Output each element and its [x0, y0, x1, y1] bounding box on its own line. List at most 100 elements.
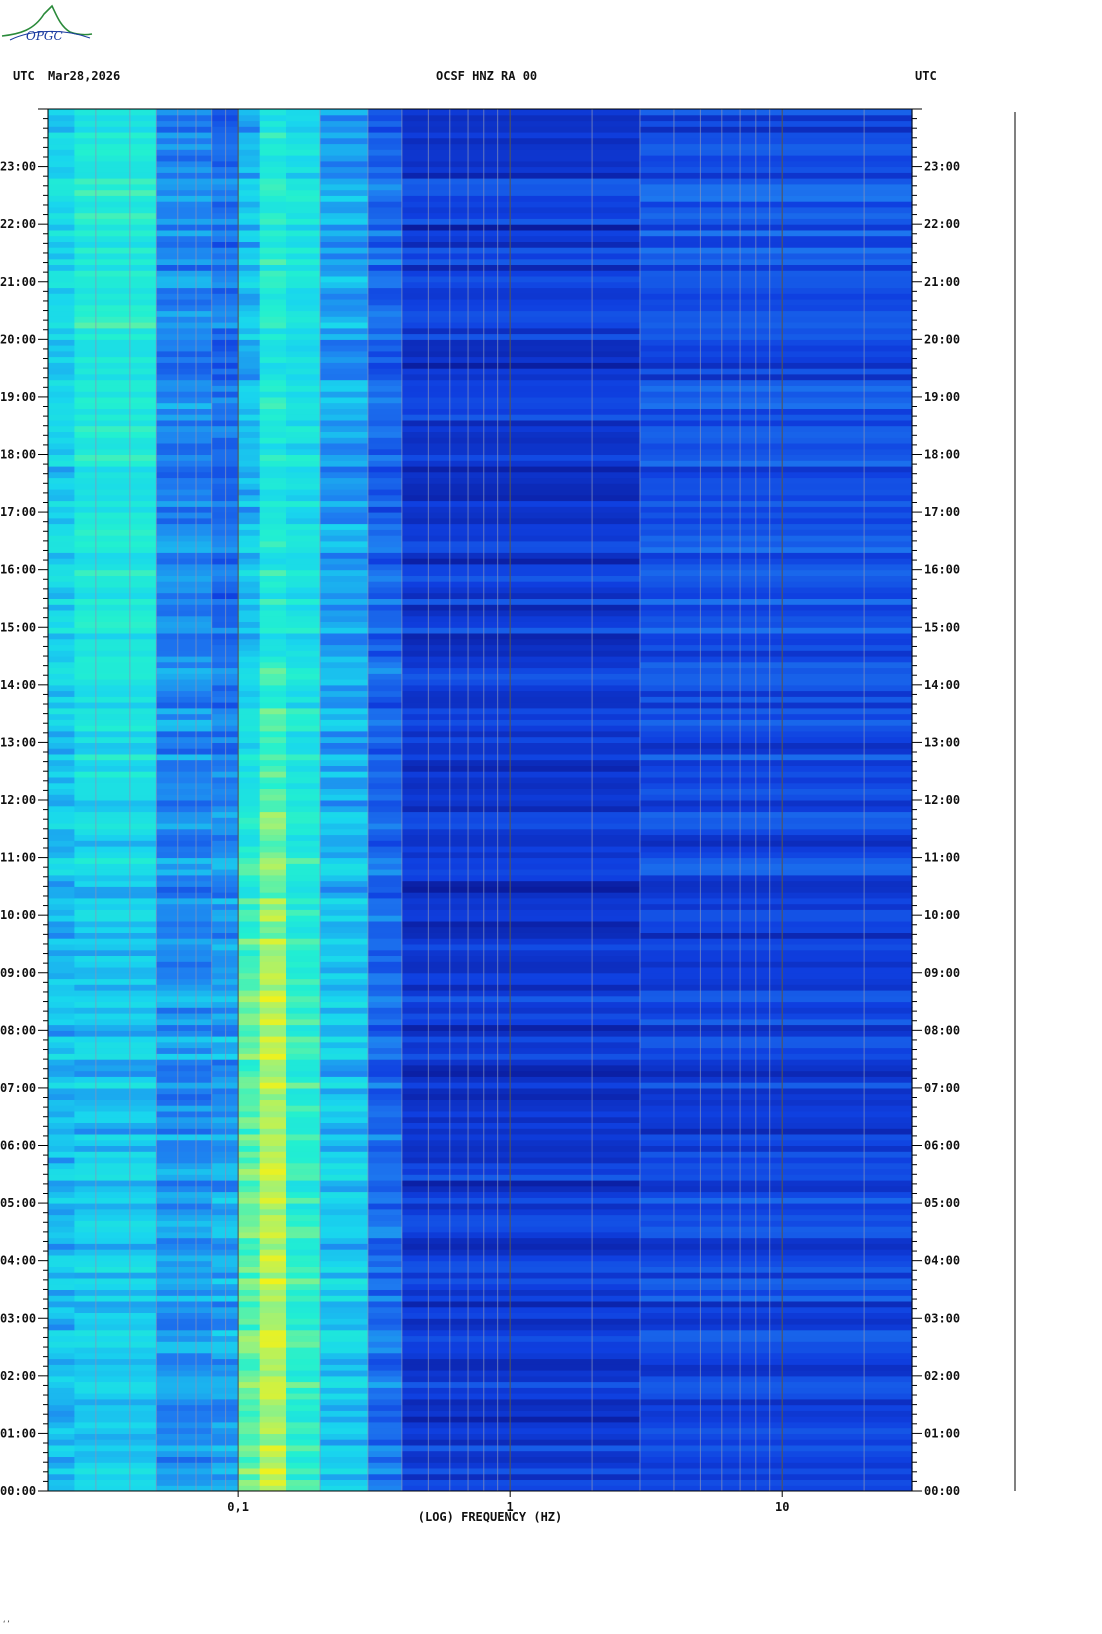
time-tick-label-right: 15:00 [924, 620, 960, 634]
spectrogram-cell [74, 1468, 157, 1475]
spectrogram-cell [367, 1283, 403, 1290]
spectrogram-cell [156, 650, 213, 657]
spectrogram-cell [640, 1352, 913, 1360]
spectrogram-cell [74, 1064, 157, 1072]
spectrogram-cell [367, 759, 403, 766]
spectrogram-cell [286, 995, 321, 1003]
spectrogram-cell [367, 1439, 403, 1446]
spectrogram-cell [367, 673, 403, 680]
spectrogram-cell [401, 247, 641, 254]
spectrogram-cell [48, 310, 75, 317]
spectrogram-cell [367, 782, 403, 789]
spectrogram-cell [640, 995, 913, 1003]
spectrogram-cell [401, 1157, 641, 1164]
spectrogram-cell [48, 1341, 75, 1348]
spectrogram-cell [259, 322, 287, 329]
spectrogram-cell [156, 1208, 213, 1216]
spectrogram-cell [320, 172, 369, 179]
spectrogram-cell [640, 270, 913, 277]
spectrogram-cell [238, 753, 261, 761]
spectrogram-cell [367, 1364, 403, 1371]
spectrogram-cell [238, 120, 261, 127]
spectrogram-cell [401, 794, 641, 801]
spectrogram-cell [48, 679, 75, 686]
spectrogram-cell [367, 1007, 403, 1014]
spectrogram-cell [259, 794, 287, 801]
spectrogram-cell [367, 805, 403, 813]
spectrogram-cell [48, 1087, 75, 1095]
spectrogram-cell [286, 615, 321, 622]
spectrogram-cell [286, 765, 321, 772]
spectrogram-cell [259, 938, 287, 945]
spectrogram-cell [156, 1076, 213, 1083]
logo-mountain-icon [1, 4, 93, 37]
spectrogram-cell [48, 1226, 75, 1233]
spectrogram-cell [259, 160, 287, 168]
time-tick-label-left: 00:00 [0, 1484, 36, 1498]
spectrogram-cell [640, 431, 913, 438]
spectrogram-cell [48, 1479, 75, 1486]
spectrogram-cell [640, 1272, 913, 1279]
spectrogram-cell [286, 938, 321, 945]
spectrogram-cell [367, 350, 403, 358]
spectrogram-cell [74, 1301, 157, 1308]
spectrogram-cell [640, 765, 913, 772]
spectrogram-cell [286, 1468, 321, 1475]
spectrogram-cell [74, 926, 157, 933]
spectrogram-cell [48, 1001, 75, 1008]
spectrogram-cell [238, 1398, 261, 1406]
spectrogram-cell [259, 1468, 287, 1475]
spectrogram-cell [74, 304, 157, 312]
spectrogram-cell [48, 558, 75, 565]
spectrogram-cell [74, 604, 157, 611]
spectrogram-cell [74, 661, 157, 669]
spectrogram-cell [640, 160, 913, 168]
spectrogram-cell [48, 1099, 75, 1106]
spectrogram-cell [238, 293, 261, 300]
spectrogram-cell [367, 229, 403, 237]
spectrogram-cell [320, 932, 369, 939]
spectrogram-cell [286, 1364, 321, 1371]
spectrogram-cell [320, 690, 369, 697]
spectrogram-cell [640, 1473, 913, 1480]
spectrogram-cell [401, 1341, 641, 1348]
spectrogram-cell [156, 621, 213, 628]
spectrogram-cell [320, 563, 369, 571]
spectrogram-cell [74, 1358, 157, 1365]
spectrogram-cell [156, 183, 213, 191]
spectrogram-cell [401, 984, 641, 991]
spectrogram-cell [238, 736, 261, 743]
spectrogram-cell [286, 172, 321, 179]
spectrogram-cell [238, 483, 261, 490]
spectrogram-cell [640, 1444, 913, 1452]
spectrogram-cell [286, 800, 321, 807]
spectrogram-cell [286, 201, 321, 208]
spectrogram-cell [286, 178, 321, 185]
spectrogram-cell [74, 471, 157, 479]
spectrogram-cell [259, 1439, 287, 1446]
spectrogram-cell [401, 224, 641, 231]
spectrogram-cell [238, 391, 261, 398]
spectrogram-cell [74, 1254, 157, 1262]
spectrogram-cell [320, 1254, 369, 1262]
spectrogram-cell [320, 425, 369, 432]
spectrogram-cell [259, 114, 287, 122]
spectrogram-cell [156, 512, 213, 519]
spectrogram-cell [48, 368, 75, 375]
spectrogram-cell [74, 1387, 157, 1394]
spectrogram-cell [156, 132, 213, 139]
spectrogram-cell [48, 189, 75, 196]
spectrogram-cell [286, 1001, 321, 1008]
spectrogram-cell [401, 1266, 641, 1273]
spectrogram-cell [367, 569, 403, 576]
spectrogram-cell [367, 696, 403, 703]
spectrogram-cell [320, 736, 369, 743]
spectrogram-cell [367, 1381, 403, 1388]
spectrogram-cell [320, 1479, 369, 1486]
time-tick-label-right: 17:00 [924, 505, 960, 519]
spectrogram-cell [238, 1145, 261, 1152]
spectrogram-cell [259, 638, 287, 646]
spectrogram-cell [640, 512, 913, 519]
spectrogram-cell [259, 1174, 287, 1181]
spectrogram-cell [640, 155, 913, 162]
